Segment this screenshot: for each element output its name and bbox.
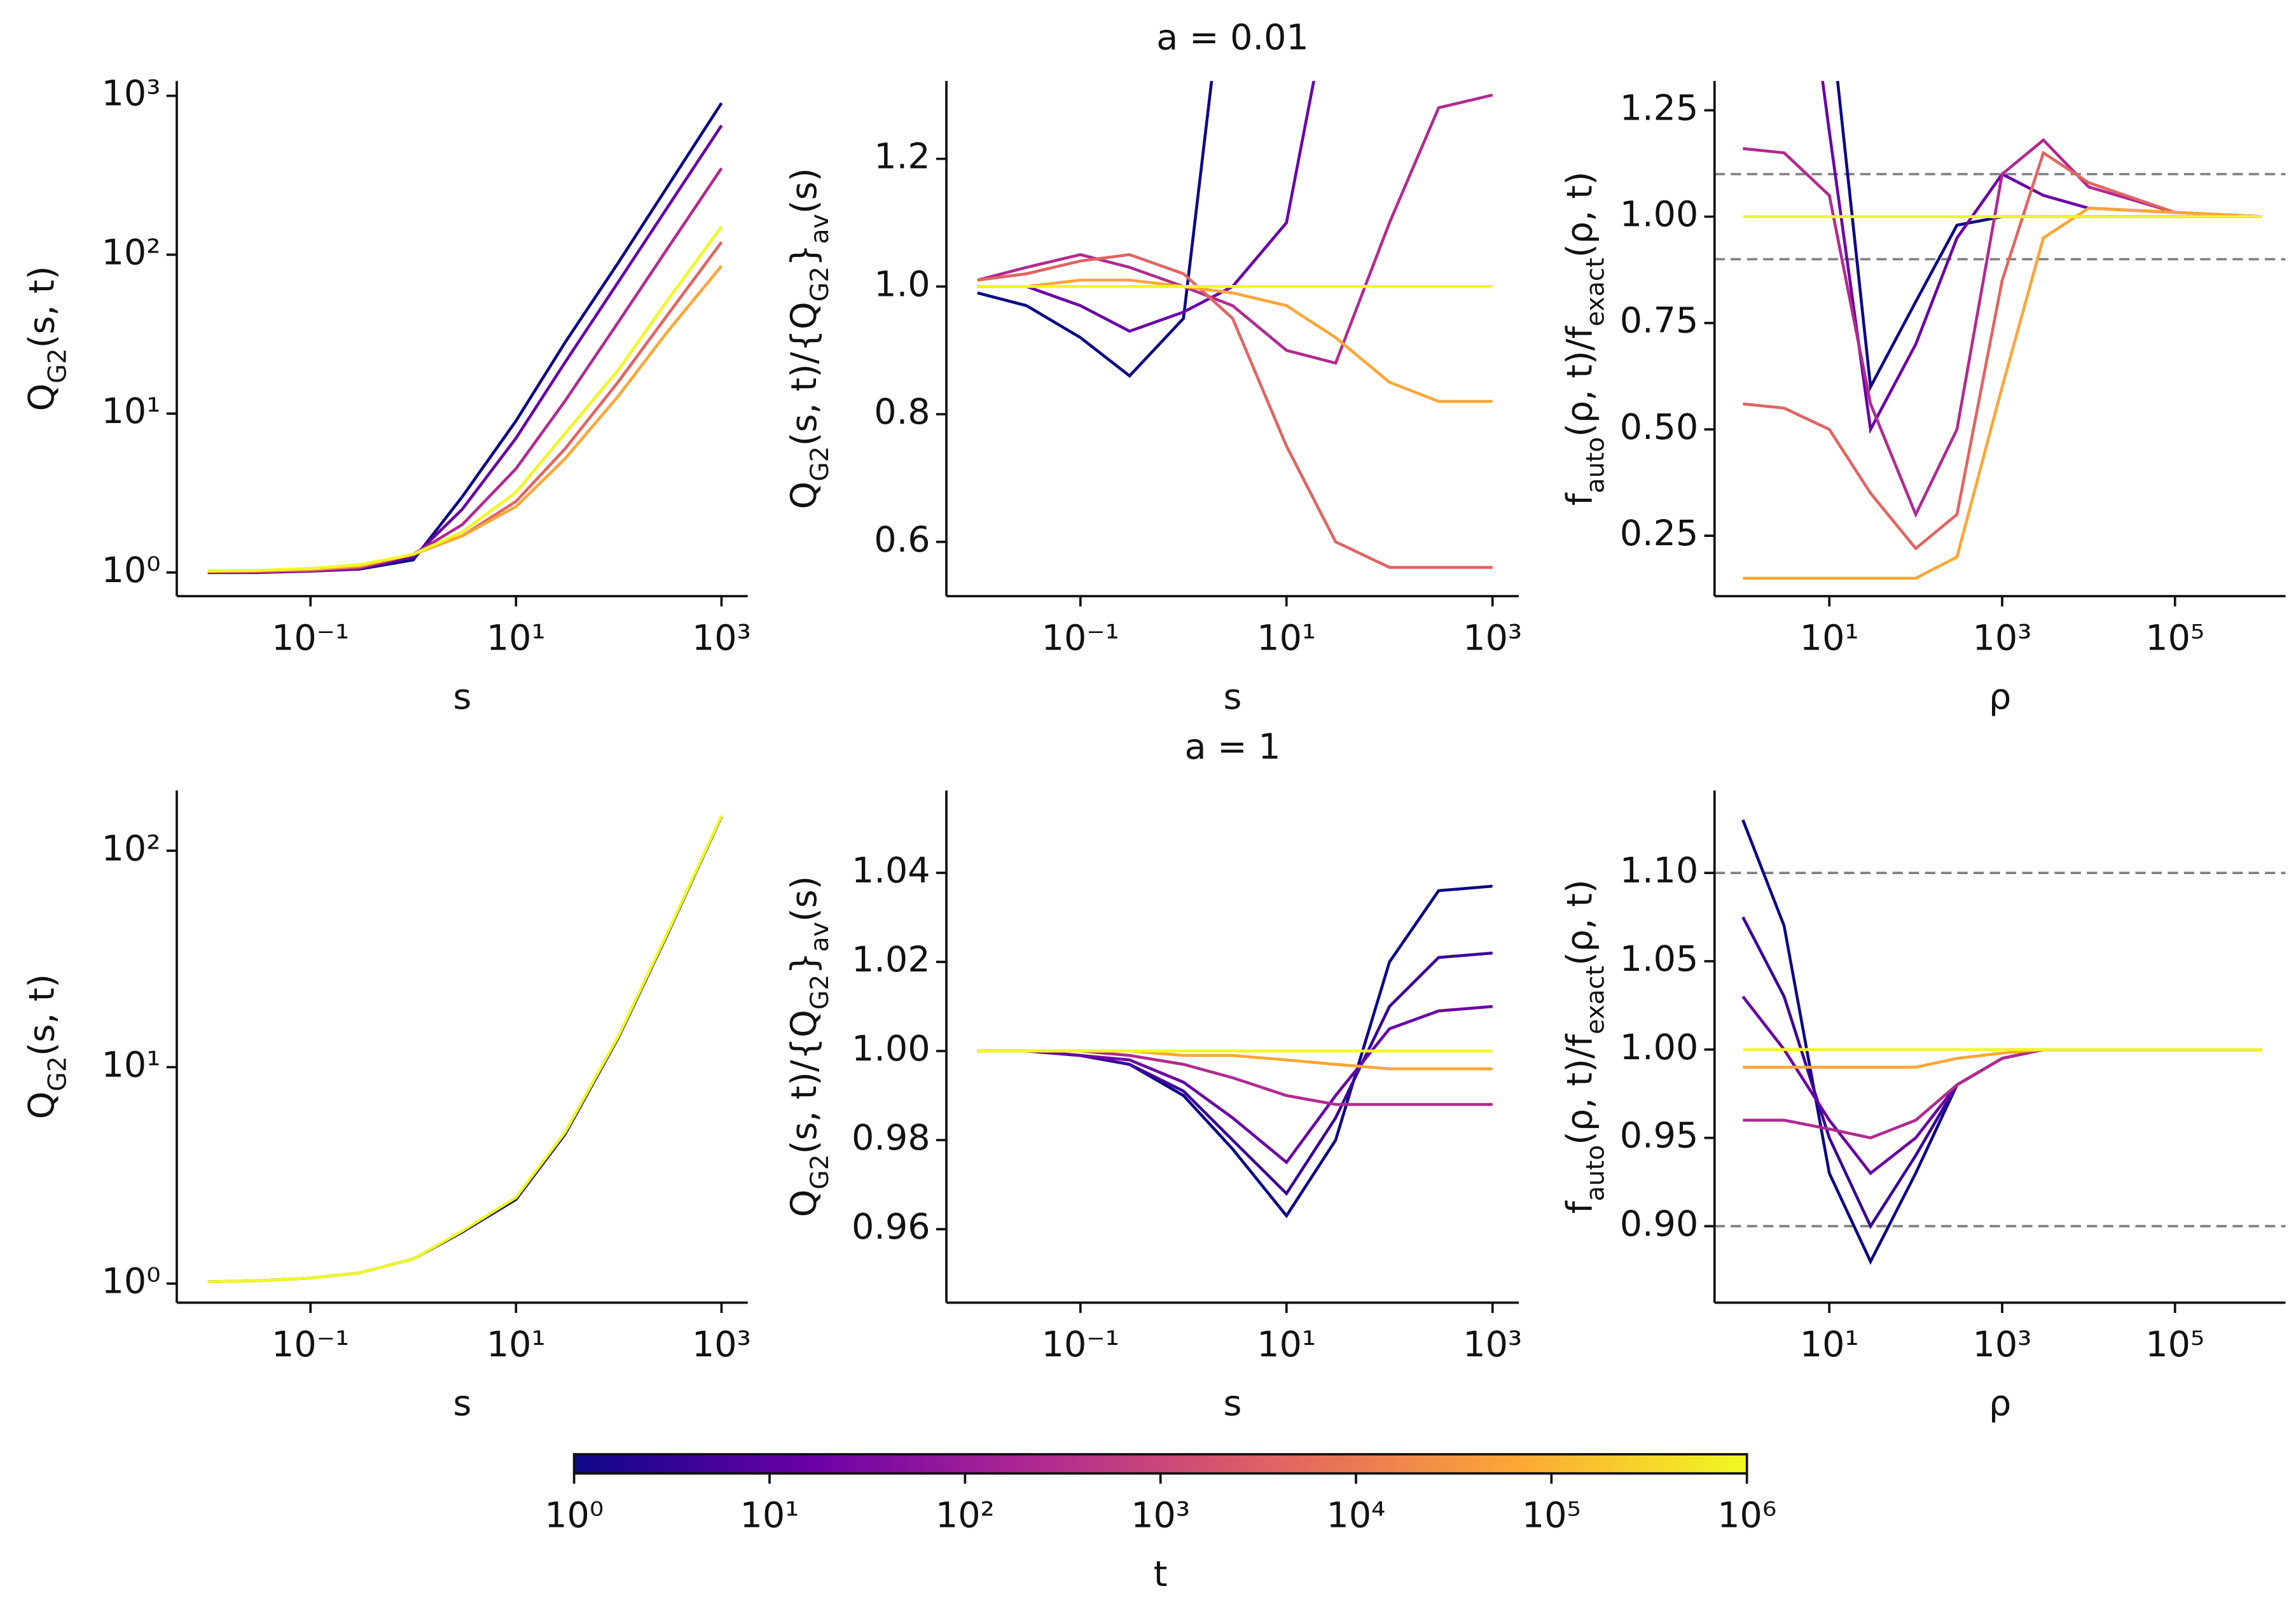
- x-tick-label: 10⁻¹: [1042, 618, 1119, 659]
- y-tick-label: 0.75: [1620, 300, 1699, 342]
- series-line: [207, 167, 723, 574]
- x-tick-label: 10³: [1463, 618, 1522, 659]
- series-line: [207, 815, 723, 1283]
- x-tick-label: 10¹: [487, 618, 546, 659]
- series-line: [977, 253, 1493, 569]
- series-line: [977, 1005, 1493, 1165]
- x-tick-label: 10³: [1463, 1324, 1522, 1365]
- x-tick-label: 10⁵: [2145, 1324, 2204, 1365]
- series-line: [977, 279, 1493, 403]
- series-line: [977, 951, 1493, 1196]
- chart-title: a = 0.01: [1156, 17, 1308, 59]
- x-tick-label: 10⁻¹: [1042, 1324, 1119, 1365]
- y-tick-label: 0.6: [874, 519, 930, 560]
- x-axis-label: s: [453, 676, 471, 718]
- y-tick-label: 0.90: [1620, 1204, 1699, 1245]
- y-tick-label: 1.04: [852, 850, 930, 891]
- y-tick-label: 1.02: [852, 939, 930, 980]
- chart-title: a = 1: [1184, 727, 1280, 768]
- y-tick-label: 1.00: [1620, 194, 1699, 235]
- series-line: [977, 94, 1493, 365]
- series-line: [1741, 819, 2262, 1265]
- colorbar-label: t: [1154, 1554, 1168, 1595]
- x-tick-label: 10⁵: [2145, 618, 2204, 659]
- plot-area: [207, 815, 723, 1283]
- series-line: [1741, 916, 2262, 1230]
- plot-area: [207, 102, 723, 574]
- y-tick-label: 10³: [102, 73, 161, 115]
- y-tick-label: 0.98: [852, 1117, 930, 1158]
- y-tick-label: 0.8: [874, 391, 930, 433]
- series-line: [1743, 138, 2262, 518]
- y-axis-label: QG2(s, t)/{QG2}av(s): [784, 168, 834, 510]
- x-tick-label: 10⁻¹: [272, 618, 349, 659]
- x-axis-label: ρ: [1989, 1383, 2011, 1424]
- y-tick-label: 0.50: [1620, 407, 1699, 448]
- colorbar: [572, 1453, 1748, 1475]
- y-tick-label: 10¹: [102, 391, 161, 432]
- colorbar-tick-label: 10²: [936, 1495, 995, 1536]
- series-line: [1741, 996, 2262, 1176]
- y-tick-label: 1.05: [1620, 938, 1699, 980]
- series-line: [977, 81, 1214, 378]
- y-tick-label: 10⁰: [102, 1261, 161, 1302]
- x-tick-label: 10⁻¹: [272, 1324, 349, 1365]
- x-tick-label: 10³: [692, 1324, 751, 1365]
- series-line: [1836, 81, 2262, 392]
- x-tick-label: 10³: [692, 618, 751, 659]
- x-axis-label: s: [1224, 676, 1242, 718]
- y-axis-label: fauto(ρ, t)/fexact(ρ, t): [1559, 171, 1610, 506]
- x-tick-label: 10¹: [487, 1324, 546, 1365]
- colorbar-tick-label: 10³: [1131, 1495, 1190, 1536]
- y-axis-label: QG2(s, t): [22, 266, 72, 412]
- y-tick-label: 10²: [102, 232, 161, 273]
- y-tick-label: 1.10: [1620, 850, 1699, 891]
- y-axis-label: fauto(ρ, t)/fexact(ρ, t): [1559, 879, 1610, 1214]
- y-tick-label: 0.95: [1620, 1115, 1699, 1157]
- x-axis-label: ρ: [1989, 676, 2011, 718]
- series-line: [977, 1049, 1493, 1106]
- series-line: [1743, 150, 2262, 551]
- y-axis-label: QG2(s, t)/{QG2}av(s): [784, 876, 834, 1218]
- x-tick-label: 10¹: [1257, 618, 1316, 659]
- plot-area: [977, 884, 1493, 1219]
- x-axis-label: s: [453, 1383, 471, 1424]
- y-tick-label: 0.25: [1620, 513, 1699, 554]
- series-line: [1821, 81, 2262, 435]
- x-tick-label: 10¹: [1800, 618, 1859, 659]
- x-axis-label: s: [1224, 1383, 1242, 1424]
- y-tick-label: 1.25: [1620, 88, 1699, 129]
- plot-area: [977, 81, 1493, 569]
- x-tick-label: 10¹: [1800, 1324, 1859, 1365]
- y-tick-label: 0.96: [852, 1206, 930, 1248]
- y-tick-label: 1.00: [1620, 1027, 1699, 1068]
- y-axis-label: QG2(s, t): [22, 974, 72, 1120]
- plot-area: [1741, 819, 2262, 1265]
- series-line: [1743, 206, 2262, 580]
- y-tick-label: 10¹: [102, 1045, 161, 1086]
- y-tick-label: 1.2: [874, 136, 930, 177]
- colorbar-tick-label: 10⁶: [1717, 1495, 1776, 1536]
- colorbar-tick-label: 10⁴: [1327, 1495, 1386, 1536]
- x-tick-label: 10³: [1973, 618, 2032, 659]
- y-tick-label: 1.0: [874, 263, 930, 305]
- series-line: [207, 125, 723, 574]
- series-line: [207, 816, 723, 1283]
- colorbar-tick-label: 10¹: [740, 1495, 799, 1536]
- series-line: [207, 265, 723, 573]
- x-tick-label: 10³: [1973, 1324, 2032, 1365]
- plot-area: [1743, 81, 2262, 580]
- series-line: [207, 102, 723, 574]
- y-tick-label: 10⁰: [102, 550, 161, 591]
- colorbar-tick-label: 10⁵: [1522, 1495, 1581, 1536]
- series-line: [207, 226, 723, 573]
- colorbar-tick-label: 10⁰: [544, 1495, 604, 1536]
- y-tick-label: 1.00: [852, 1028, 930, 1069]
- x-tick-label: 10¹: [1257, 1324, 1316, 1365]
- y-tick-label: 10²: [102, 828, 161, 869]
